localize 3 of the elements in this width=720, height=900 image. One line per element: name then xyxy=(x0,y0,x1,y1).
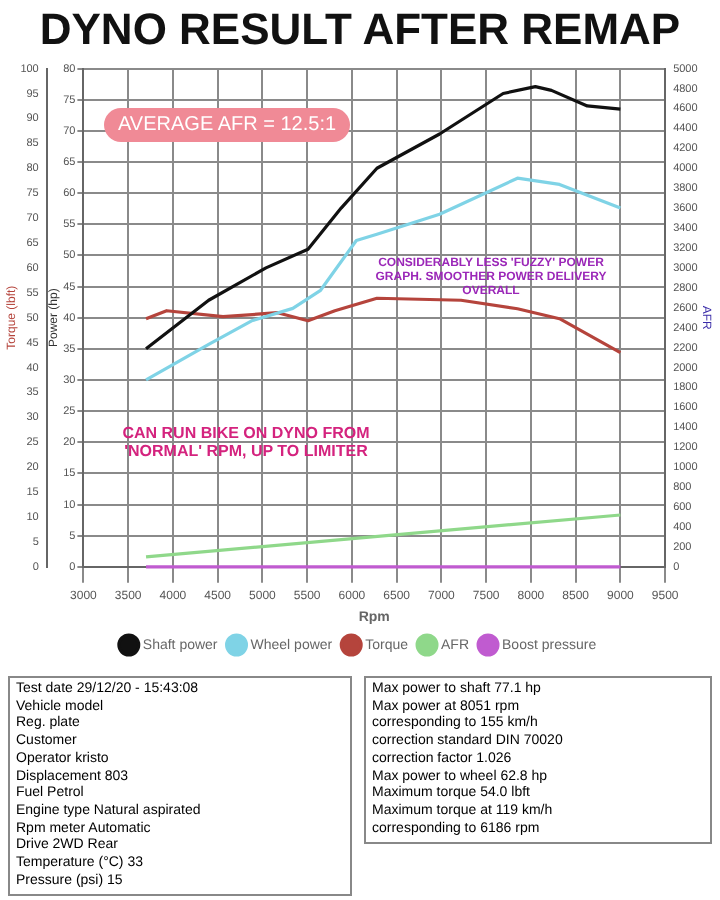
annotation: CAN RUN BIKE ON DYNO FROM 'NORMAL' RPM, UP TO LIMITER xyxy=(120,424,372,460)
annotation: AVERAGE AFR = 12.5:1 xyxy=(104,108,351,142)
chart-title: DYNO RESULT AFTER REMAP xyxy=(37,4,683,56)
